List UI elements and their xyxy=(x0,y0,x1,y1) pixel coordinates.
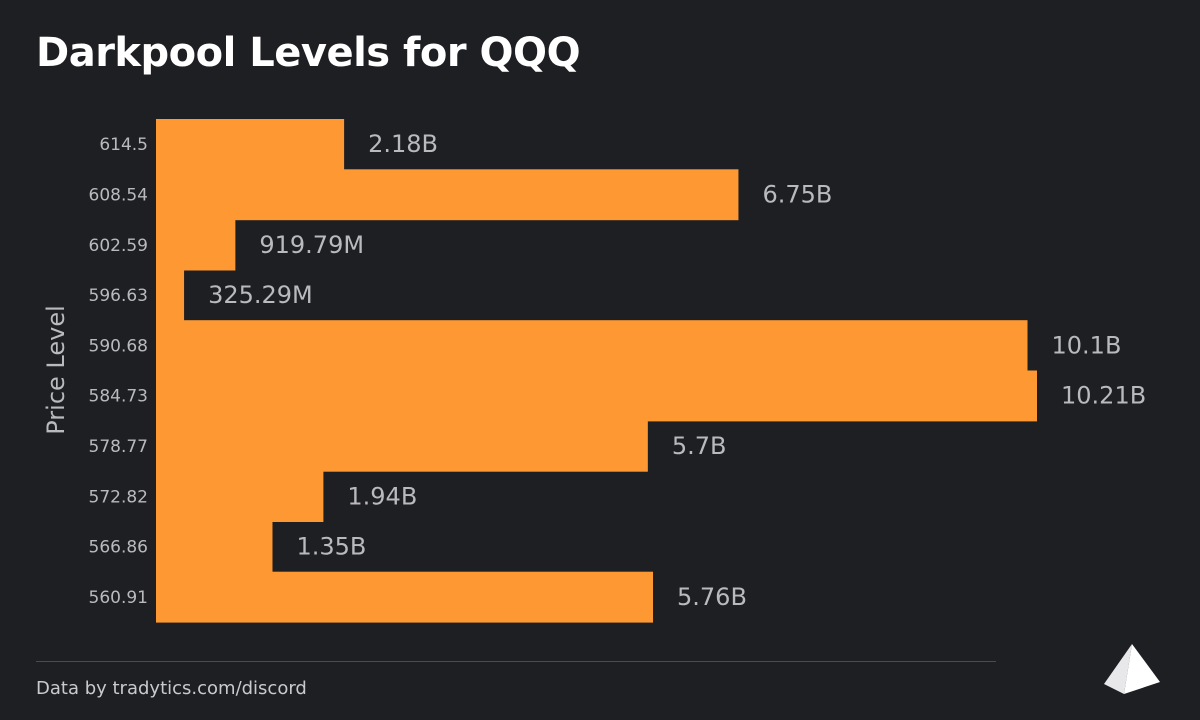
bar-572.82 xyxy=(156,471,324,522)
y-tick-label: 602.59 xyxy=(89,236,148,256)
bar-value-label: 5.7B xyxy=(672,432,727,460)
bar-value-label: 1.35B xyxy=(296,533,366,561)
bar-596.63 xyxy=(156,269,185,321)
y-axis-label: Price Level xyxy=(42,305,70,435)
bar-566.86 xyxy=(156,521,273,573)
y-tick-label: 560.91 xyxy=(89,588,148,608)
footer-divider xyxy=(36,661,996,662)
bar-value-label: 919.79M xyxy=(259,231,364,259)
y-tick-label: 572.82 xyxy=(89,487,148,507)
bar-602.59 xyxy=(156,219,236,271)
bar-value-label: 10.1B xyxy=(1052,331,1122,359)
bar-560.91 xyxy=(156,571,654,623)
chart-title: Darkpool Levels for QQQ xyxy=(36,30,581,76)
y-tick-label: 566.86 xyxy=(89,538,148,558)
bar-value-label: 1.94B xyxy=(347,482,417,510)
bar-608.54 xyxy=(156,169,739,221)
bar-590.68 xyxy=(156,320,1028,372)
bar-value-label: 10.21B xyxy=(1061,382,1146,410)
source-credit: Data by tradytics.com/discord xyxy=(36,678,307,699)
bar-value-label: 5.76B xyxy=(677,583,747,611)
bar-584.73 xyxy=(156,370,1037,422)
y-tick-label: 590.68 xyxy=(89,336,148,356)
y-tick-label: 608.54 xyxy=(89,185,148,205)
bar-value-label: 6.75B xyxy=(762,180,832,208)
bar-value-label: 2.18B xyxy=(368,130,438,158)
y-tick-label: 578.77 xyxy=(89,437,148,457)
y-tick-label: 584.73 xyxy=(89,387,148,407)
bar-value-label: 325.29M xyxy=(208,281,313,309)
bar-614.5 xyxy=(156,119,345,170)
bar-578.77 xyxy=(156,420,648,472)
tradytics-logo-icon xyxy=(1104,644,1160,694)
y-tick-label: 596.63 xyxy=(89,286,148,306)
y-tick-label: 614.5 xyxy=(99,135,148,155)
